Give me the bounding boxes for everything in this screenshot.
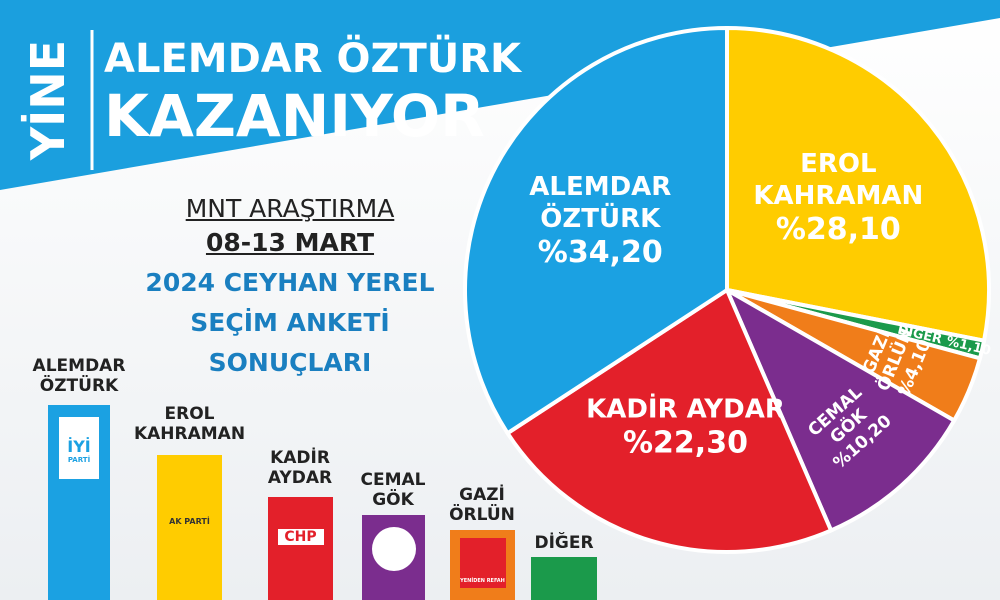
bar-label: CEMAL GÖK	[360, 470, 426, 510]
party-logo	[371, 527, 416, 571]
stair-bar: AK PARTİ	[157, 455, 222, 600]
party-logo: CHP	[277, 515, 324, 551]
pie-slice	[463, 25, 729, 436]
pie-category: KADİR AYDAR	[586, 394, 785, 425]
header-line1: ALEMDAR ÖZTÜRK	[104, 36, 522, 82]
pie-slice	[725, 25, 991, 344]
stair-bar: İYİ PARTİ	[48, 405, 110, 600]
pie-category: ALEMDAR ÖZTÜRK	[529, 172, 672, 234]
logo-text: YENİDEN REFAH	[460, 578, 505, 584]
pie-value-label: %22,30	[623, 425, 748, 461]
survey-company: MNT ARAŞTIRMA	[185, 194, 395, 223]
bar-label: EROL KAHRAMAN	[133, 404, 246, 444]
pie-category: EROL KAHRAMAN	[753, 149, 924, 211]
pie-value-label: %34,20	[537, 234, 663, 270]
bar-label: GAZİ ÖRLÜN	[449, 485, 515, 525]
bar-label: KADİR AYDAR	[267, 448, 333, 488]
logo-text: İYİ	[67, 437, 91, 456]
stair-bar	[531, 557, 597, 600]
stair-bar	[362, 515, 425, 600]
party-logo: YENİDEN REFAH	[459, 538, 506, 588]
pie-label: ALEMDAR ÖZTÜRK %34,20	[500, 172, 700, 270]
bar-label: DİĞER	[534, 533, 594, 553]
party-logo: İYİ PARTİ	[59, 417, 99, 479]
survey-dates: 08-13 MART	[205, 228, 375, 257]
survey-line2: SEÇİM ANKETİ	[190, 308, 390, 337]
stair-bar: YENİDEN REFAH	[450, 530, 515, 600]
header-line2: KAZANIYOR	[104, 82, 485, 150]
logo-text: AK PARTİ	[169, 517, 210, 526]
stair-bar: CHP	[268, 497, 333, 600]
pie-label: EROL KAHRAMAN %28,10	[738, 149, 938, 247]
logo-text: PARTİ	[67, 456, 91, 464]
party-logo: AK PARTİ	[166, 475, 214, 533]
survey-line3: SONUÇLARI	[208, 348, 372, 377]
logo-text: CHP	[277, 529, 324, 545]
pie-label: KADİR AYDAR %22,30	[585, 394, 785, 461]
pie-value-label: %28,10	[775, 211, 901, 247]
pie-slice	[722, 285, 957, 534]
survey-line1: 2024 CEYHAN YEREL	[145, 268, 435, 297]
bar-label: ALEMDAR ÖZTÜRK	[32, 356, 126, 396]
pie-slice	[504, 287, 834, 554]
